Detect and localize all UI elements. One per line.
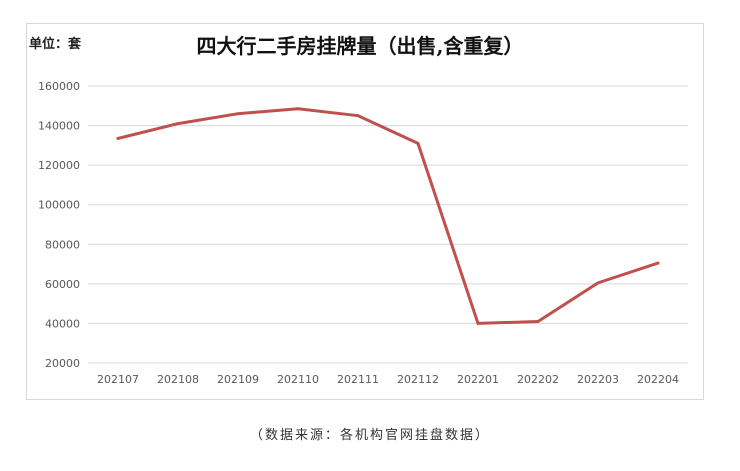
x-tick-label: 202203 (577, 373, 619, 386)
data-point (476, 321, 480, 325)
y-tick-label: 100000 (38, 199, 80, 212)
y-tick-label: 60000 (45, 278, 80, 291)
y-tick-label: 140000 (38, 120, 80, 133)
x-tick-label: 202110 (277, 373, 319, 386)
unit-label: 单位：套 (29, 37, 82, 52)
data-point (656, 261, 660, 265)
y-tick-label: 160000 (38, 80, 80, 93)
x-tick-label: 202111 (337, 373, 379, 386)
y-tick-label: 80000 (45, 238, 80, 251)
y-axis-tick-labels: 20000 40000 60000 80000 100000 120000 140000 16… (38, 80, 80, 370)
y-tick-label: 20000 (45, 357, 80, 370)
series-layer (116, 107, 660, 325)
x-tick-label: 202201 (457, 373, 499, 386)
source-note: （数据来源：各机构官网挂盘数据） (249, 428, 490, 443)
data-point (296, 107, 300, 111)
x-tick-label: 202112 (397, 373, 439, 386)
x-tick-label: 202109 (217, 373, 259, 386)
data-point (116, 136, 120, 140)
x-tick-label: 202107 (97, 373, 139, 386)
data-point (356, 114, 360, 118)
data-point (596, 281, 600, 285)
x-tick-label: 202204 (637, 373, 679, 386)
grid-lines (88, 85, 688, 364)
y-tick-label: 120000 (38, 159, 80, 172)
chart-title: 四大行二手房挂牌量（出售,含重复） (196, 34, 524, 58)
data-point (536, 319, 540, 323)
y-tick-label: 40000 (45, 317, 80, 330)
series-line (116, 107, 660, 325)
x-tick-label: 202108 (157, 373, 199, 386)
data-point (176, 122, 180, 126)
data-point (236, 112, 240, 116)
x-axis-tick-labels: 202107 202108 202109 202110 202111 202112 2022… (97, 373, 679, 386)
data-point (416, 141, 420, 145)
x-tick-label: 202202 (517, 373, 559, 386)
